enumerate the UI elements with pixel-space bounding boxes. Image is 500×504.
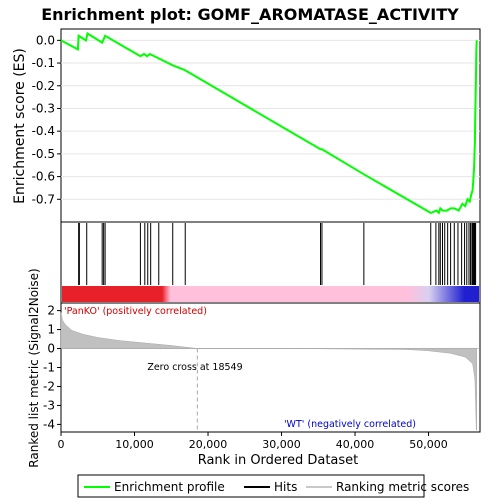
es-y-tick-label: -0.2 bbox=[32, 79, 55, 93]
metric-panel-frame bbox=[60, 302, 481, 433]
x-tick-label: 30,000 bbox=[262, 438, 301, 451]
metric-y-tick-label: -3 bbox=[43, 398, 55, 412]
metric-y-tick-label: 2 bbox=[47, 304, 55, 318]
es-panel-frame bbox=[60, 28, 481, 223]
es-y-tick-label: 0.0 bbox=[36, 33, 55, 47]
enrichment-profile-line bbox=[60, 31, 478, 215]
chart-title: Enrichment plot: GOMF_AROMATASE_ACTIVITY bbox=[41, 5, 459, 24]
legend-label-hits: Hits bbox=[274, 480, 297, 494]
zero-cross-label: Zero cross at 18549 bbox=[147, 362, 242, 373]
es-y-tick-label: -0.1 bbox=[32, 56, 55, 70]
es-gridlines bbox=[61, 39, 480, 200]
metric-y-tick-label: -1 bbox=[43, 361, 55, 375]
es-y-axis-label: Enrichment score (ES) bbox=[12, 48, 28, 204]
es-y-ticks: 0.0 -0.1 -0.2 -0.3 -0.4 -0.5 -0.6 -0.7 bbox=[32, 33, 61, 206]
x-tick-label: 10,000 bbox=[115, 438, 154, 451]
x-tick-label: 0 bbox=[58, 438, 65, 451]
es-y-tick-label: -0.5 bbox=[32, 147, 55, 161]
metric-y-tick-label: -2 bbox=[43, 379, 55, 393]
positive-correlation-label: 'PanKO' (positively correlated) bbox=[64, 306, 207, 317]
ranked-list-colorbar bbox=[62, 286, 479, 302]
x-axis-label: Rank in Ordered Dataset bbox=[198, 453, 359, 468]
metric-y-tick-label: 1 bbox=[47, 323, 55, 337]
legend: Enrichment profile Hits Ranking metric s… bbox=[77, 474, 469, 498]
legend-label-ranking-metric: Ranking metric scores bbox=[336, 480, 469, 494]
es-y-tick-label: -0.6 bbox=[32, 170, 55, 184]
metric-y-ticks: 2 1 0 -1 -2 -3 -4 bbox=[43, 304, 61, 431]
x-tick-label: 50,000 bbox=[409, 438, 448, 451]
x-tick-label: 40,000 bbox=[336, 438, 375, 451]
negative-correlation-label: 'WT' (negatively correlated) bbox=[284, 419, 416, 430]
metric-y-tick-label: -4 bbox=[43, 417, 55, 431]
es-y-tick-label: -0.7 bbox=[32, 192, 55, 206]
x-tick-label: 20,000 bbox=[189, 438, 228, 451]
es-y-tick-label: -0.4 bbox=[32, 124, 55, 138]
es-y-tick-label: -0.3 bbox=[32, 101, 55, 115]
legend-label-enrichment-profile: Enrichment profile bbox=[114, 480, 225, 494]
hit-markers bbox=[78, 223, 477, 285]
metric-y-tick-label: 0 bbox=[47, 342, 55, 356]
metric-y-axis-label: Ranked list metric (Signal2Noise) bbox=[27, 268, 41, 467]
x-axis-ticks: 0 10,000 20,000 30,000 40,000 50,000 bbox=[58, 432, 448, 451]
